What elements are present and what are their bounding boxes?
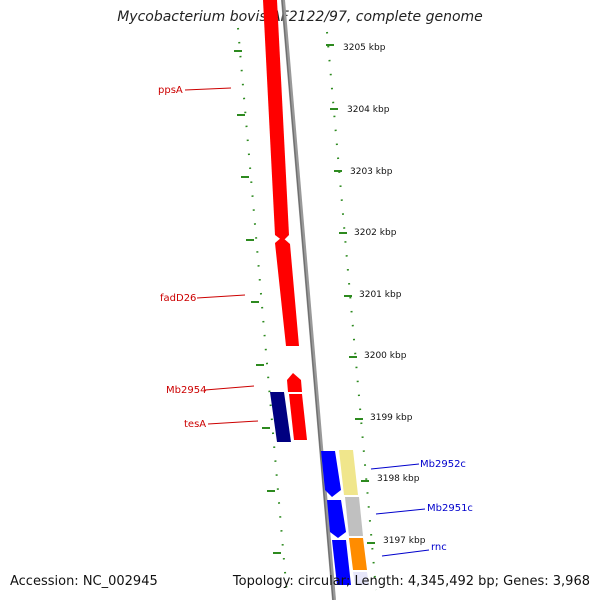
- scale-label: 3198 kbp: [377, 474, 420, 484]
- topology-label: Topology: circular; Length: 4,345,492 bp…: [232, 574, 590, 589]
- genome-backbone: [281, 0, 336, 600]
- gene-label-fadD26[interactable]: fadD26: [160, 293, 196, 304]
- scale-label: 3201 kbp: [359, 290, 402, 300]
- gene-Mb2954[interactable]: [287, 373, 302, 392]
- gene-grey[interactable]: [345, 497, 363, 536]
- scale-label: 3205 kbp: [343, 43, 386, 53]
- scale-label: 3204 kbp: [347, 105, 390, 115]
- gene-Mb2952c[interactable]: [321, 451, 341, 497]
- scale-label: 3199 kbp: [370, 413, 413, 423]
- gene-navy[interactable]: [270, 392, 291, 442]
- gene-lavender[interactable]: [353, 572, 369, 585]
- right-gene-labels: Mb2952c Mb2951c rnc: [370, 459, 473, 557]
- gene-Mb2951c[interactable]: [327, 500, 346, 538]
- gene-rnc[interactable]: [332, 540, 351, 585]
- map-title: Mycobacterium bovis AF2122/97, complete …: [117, 9, 483, 25]
- gene-label-ppsA[interactable]: ppsA: [158, 85, 183, 96]
- gene-label-Mb2954[interactable]: Mb2954: [166, 385, 206, 396]
- gene-label-rnc[interactable]: rnc: [431, 542, 447, 553]
- scale-labels: 3205 kbp 3204 kbp 3203 kbp 3202 kbp 3201…: [343, 43, 426, 546]
- accession-label: Accession: NC_002945: [10, 574, 158, 589]
- scale-label: 3202 kbp: [354, 228, 397, 238]
- scale-label: 3200 kbp: [364, 351, 407, 361]
- gene-ppsA[interactable]: [263, 0, 289, 241]
- scale-label: 3203 kbp: [350, 167, 393, 177]
- gene-yellow[interactable]: [339, 450, 358, 495]
- gene-label-tesA[interactable]: tesA: [184, 419, 206, 430]
- gene-tesA[interactable]: [289, 394, 307, 440]
- gene-fadD26[interactable]: [275, 237, 299, 346]
- gene-label-Mb2951c[interactable]: Mb2951c: [427, 503, 473, 514]
- right-tick-guide: [326, 31, 377, 591]
- left-major-ticks: [234, 50, 281, 554]
- left-gene-labels: ppsA fadD26 Mb2954 tesA: [158, 85, 259, 430]
- right-major-ticks: [326, 44, 375, 544]
- gene-label-Mb2952c[interactable]: Mb2952c: [420, 459, 466, 470]
- scale-label: 3197 kbp: [383, 536, 426, 546]
- gene-orange[interactable]: [349, 538, 367, 570]
